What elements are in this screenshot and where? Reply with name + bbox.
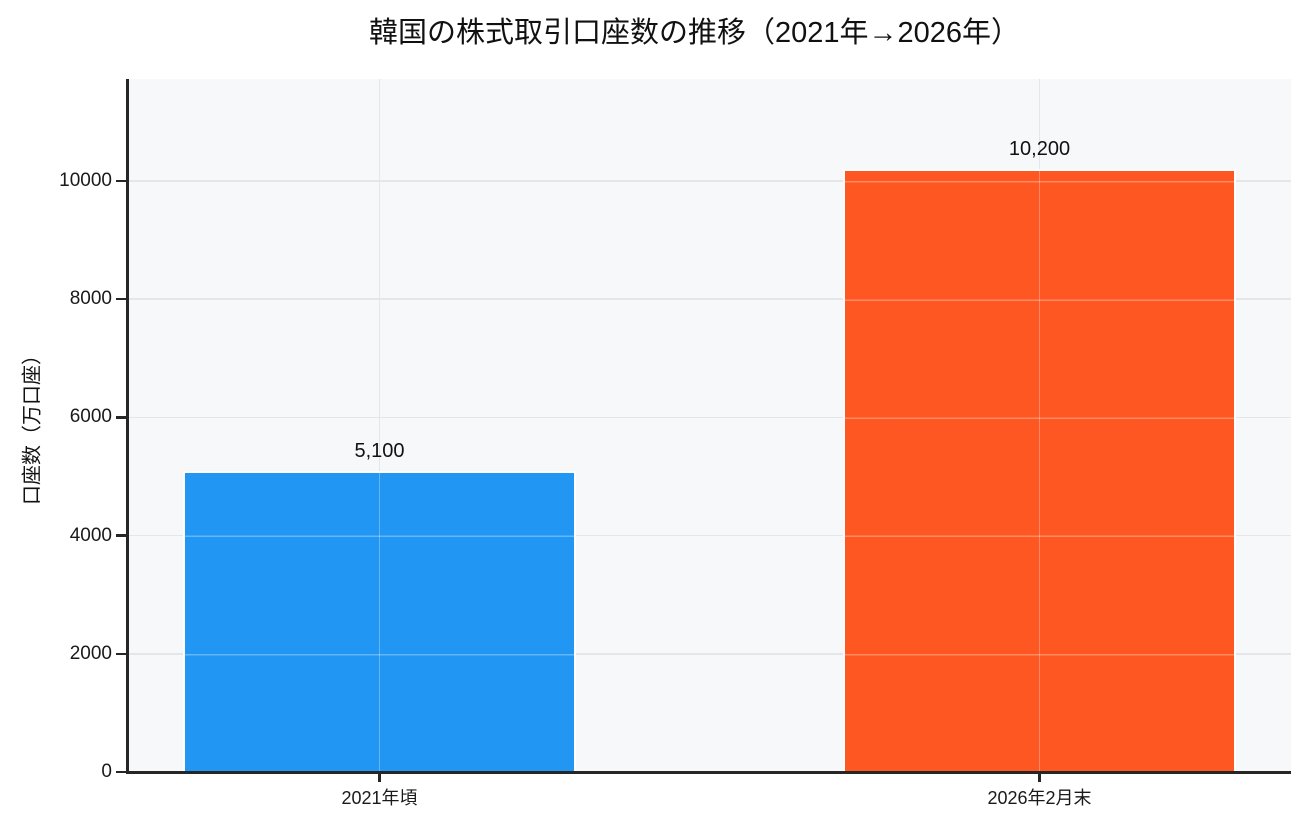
y-tick-mark	[116, 416, 126, 419]
chart-title: 韓国の株式取引口座数の推移（2021年→2026年）	[368, 17, 1021, 49]
y-tick-label: 8000	[69, 288, 112, 310]
x-tick-label: 2026年2月末	[987, 788, 1092, 808]
y-tick-label: 6000	[69, 406, 112, 428]
gridline-horizontal	[128, 416, 1291, 419]
gridline-vertical	[378, 79, 381, 772]
bar-value-label: 5,100	[354, 439, 405, 462]
gridline-horizontal	[128, 534, 1291, 537]
bar-orange	[843, 169, 1236, 772]
bar-blue	[183, 470, 576, 772]
y-tick-mark	[116, 652, 126, 656]
y-tick-mark	[116, 179, 126, 183]
y-tick-mark	[116, 534, 126, 537]
y-tick-label: 2000	[69, 642, 112, 664]
x-tick-mark	[1038, 773, 1041, 782]
y-axis-line	[125, 79, 129, 774]
x-axis-line	[125, 770, 1291, 774]
y-tick-label: 4000	[69, 524, 112, 546]
y-tick-mark	[116, 770, 126, 774]
bar-gridline-overlay-vertical	[1038, 171, 1041, 772]
bar-gridline-overlay	[185, 472, 574, 772]
x-tick-mark	[378, 773, 381, 782]
gridline-horizontal	[128, 298, 1291, 300]
y-tick-mark	[116, 297, 126, 301]
plot-area	[128, 79, 1291, 772]
gridline-horizontal	[128, 653, 1291, 655]
x-tick-label: 2021年頃	[341, 788, 418, 808]
bar-gridline-overlay	[845, 171, 1234, 772]
y-tick-label: 10000	[59, 170, 112, 191]
y-tick-label: 0	[101, 761, 112, 782]
bar-gridline-overlay-vertical	[378, 472, 381, 772]
gridline-horizontal	[128, 180, 1291, 182]
bar-value-label: 10,200	[1008, 138, 1071, 161]
